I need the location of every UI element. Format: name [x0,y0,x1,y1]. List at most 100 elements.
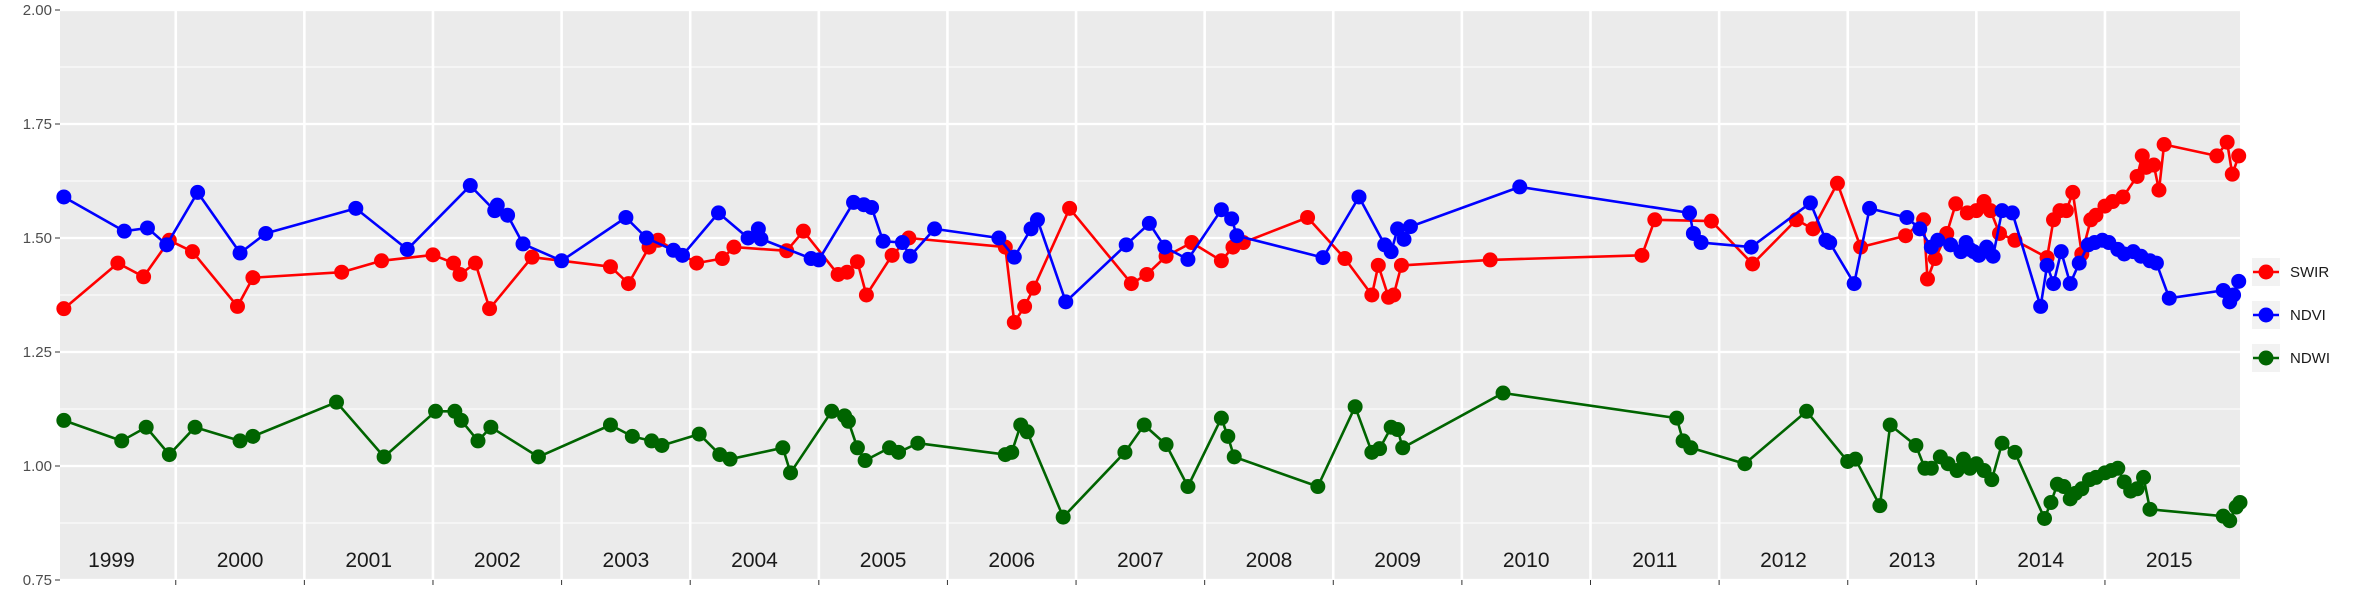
ndvi-point [711,205,727,221]
swir-point [482,301,498,317]
swir-point [1370,257,1386,273]
swir-point [2224,166,2240,182]
swir-point [795,223,811,239]
ndvi-point [1315,250,1331,266]
swir-point [2088,207,2104,223]
ndvi-point [1862,200,1878,216]
ndwi-point [624,428,640,444]
year-label: 1999 [88,549,135,572]
ndwi-point [329,394,345,410]
legend-dot-ndwi [2258,350,2274,366]
ndwi-point [1984,472,2000,488]
legend-item-swir[interactable]: SWIR [2252,258,2329,286]
swir-point [1300,209,1316,225]
swir-point [1982,203,1998,219]
swir-point [1927,251,1943,267]
ndvi-point [902,248,918,264]
swir-point [425,247,441,263]
year-label: 2011 [1632,549,1677,572]
ndwi-point [1882,417,1898,433]
ndwi-point [1347,399,1363,415]
ndwi-point [840,413,856,429]
year-label: 2008 [1246,549,1293,572]
ndwi-point [2136,469,2152,485]
ndwi-point [2129,481,2145,497]
ndvi-point [1157,239,1173,255]
ndwi-point [56,412,72,428]
ndwi-point [232,433,248,449]
ndwi-point [2142,501,2158,517]
ndvi-point [1985,248,2001,264]
ndwi-point [1395,440,1411,456]
swir-point [1213,253,1229,269]
ndvi-point [190,184,206,200]
ndwi-point [2043,494,2059,510]
ndvi-point [2148,255,2164,271]
ndvi-point [139,220,155,236]
swir-point [714,251,730,267]
swir-point [56,301,72,317]
ndwi-point [1117,444,1133,460]
swir-point [858,287,874,303]
series-ndwi [56,385,2248,529]
ndvi-point [1396,231,1412,247]
ndvi-point [811,252,827,268]
swir-point [110,255,126,271]
ndvi-point [2004,205,2020,221]
ndwi-point [1390,422,1406,438]
ndwi-point [857,453,873,469]
ndvi-point [638,230,654,246]
ndwi-point [2222,513,2238,529]
swir-point [1006,314,1022,330]
ndvi-point [2231,273,2247,289]
ndwi-point [1310,479,1326,495]
legend[interactable]: SWIR NDVI NDWI [2252,258,2330,372]
swir-point [1386,287,1402,303]
ndvi-point [618,209,634,225]
ndwi-point [654,437,670,453]
swir-point [2156,137,2172,153]
swir-point [2146,157,2162,173]
series-ndvi [56,178,2247,314]
ndvi-point [864,199,880,215]
ndvi-point [2046,276,2062,292]
ndvi-point [875,233,891,249]
legend-label-ndvi: NDVI [2290,307,2326,324]
year-label: 2007 [1117,549,1164,572]
swir-point [245,270,261,286]
ndvi-point [1822,235,1838,251]
swir-point [524,249,540,265]
ndwi-point [849,440,865,456]
swir-point [1026,280,1042,296]
swir-point [1919,271,1935,287]
legend-label-swir: SWIR [2290,264,2329,281]
ndwi-point [910,435,926,451]
year-label: 2012 [1760,549,1807,572]
year-label: 2015 [2146,549,2193,572]
year-label: 2000 [217,549,264,572]
swir-point [2134,148,2150,164]
swir-point [2151,182,2167,198]
swir-point [884,247,900,263]
ndwi-point [1136,417,1152,433]
swir-point [839,264,855,280]
ndwi-point [783,465,799,481]
ndvi-point [348,200,364,216]
y-tick-label: 2.00 [23,2,52,19]
ndvi-point [500,207,516,223]
ndvi-point [1682,205,1698,221]
ndvi-point [1180,251,1196,267]
year-label: 2002 [474,549,521,572]
ndvi-point [2053,244,2069,260]
ndwi-point [245,428,261,444]
year-label: 2010 [1503,549,1550,572]
swir-point [2065,184,2081,200]
ndvi-point [1213,202,1229,218]
year-label: 2003 [603,549,650,572]
legend-item-ndwi[interactable]: NDWI [2252,344,2330,372]
legend-item-ndvi[interactable]: NDVI [2252,301,2326,329]
ndvi-point [258,225,274,241]
ndvi-point [1402,219,1418,235]
swir-point [602,259,618,275]
